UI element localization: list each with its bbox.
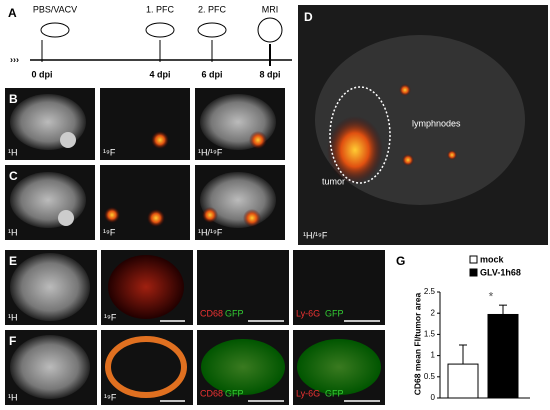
panel-d: D tumor lymphnodes ¹H/¹⁹F [298, 5, 548, 245]
day: 4 dpi [149, 69, 170, 79]
stain: CD68 [200, 308, 223, 318]
legend-label: GLV-1h68 [480, 267, 521, 277]
stain: GFP [225, 308, 244, 318]
panel-letter: D [304, 10, 313, 24]
y-tick-label: 2 [431, 308, 436, 317]
event: PBS/VACV [33, 4, 77, 14]
image-label: ¹⁹F [103, 227, 116, 237]
stain: Ly-6G [296, 308, 320, 318]
annotation: * [489, 289, 494, 303]
icons [40, 17, 283, 66]
stain: GFP [325, 308, 344, 318]
panel-letter: F [9, 334, 16, 348]
arrows: ››› [10, 54, 19, 64]
image-label: ¹H/¹⁹F [198, 227, 223, 237]
panel-b: B ¹H ¹⁹F ¹H/¹⁹F [5, 88, 285, 160]
image-label: ¹H [8, 392, 18, 402]
panel-a: A ››› PBS/VACV 1. PFC 2. PFC MRI 0 dpi 4… [8, 4, 292, 79]
panel-letter: B [9, 92, 18, 106]
panel-letter: G [396, 254, 405, 268]
stain: CD68 [200, 388, 223, 398]
image-label: ¹⁹F [104, 312, 117, 322]
panel-letter: E [9, 254, 17, 268]
panel-e: E ¹H ¹⁹F CD68 GFP Ly-6G GFP [5, 250, 385, 325]
bar [447, 363, 479, 399]
label: tumor [322, 176, 345, 186]
panel-letter: C [9, 169, 18, 183]
bar [487, 313, 519, 399]
panel-letter: A [8, 6, 17, 20]
day: 8 dpi [259, 69, 280, 79]
image-label: ¹⁹F [103, 147, 116, 157]
stain: GFP [225, 388, 244, 398]
panel-f: F ¹H ¹⁹F CD68 GFP Ly-6G GFP [5, 330, 385, 405]
y-tick-label: 1 [431, 351, 436, 360]
stain: Ly-6G [296, 388, 320, 398]
image-label: ¹H/¹⁹F [198, 147, 223, 157]
y-tick-label: 2.5 [424, 287, 436, 296]
event: MRI [262, 4, 279, 14]
y-tick-label: 0 [431, 393, 436, 402]
image-label: ¹H [8, 227, 18, 237]
image-label: ¹⁹F [104, 392, 117, 402]
legend-swatch [469, 268, 478, 277]
stain: GFP [325, 388, 344, 398]
y-tick-label: 0.5 [424, 372, 436, 381]
y-axis-label: CD68 mean FI/tumor area [412, 292, 422, 395]
image-label: ¹H [8, 312, 18, 322]
day: 6 dpi [201, 69, 222, 79]
label: lymphnodes [412, 118, 461, 128]
day: 0 dpi [31, 69, 52, 79]
image-label: ¹H/¹⁹F [303, 230, 328, 240]
legend-label: mock [480, 254, 505, 264]
event: 2. PFC [198, 4, 227, 14]
y-tick-label: 1.5 [424, 330, 436, 339]
panel-c: C ¹H ¹⁹F ¹H/¹⁹F [5, 165, 285, 240]
image-label: ¹H [8, 147, 18, 157]
event: 1. PFC [146, 4, 175, 14]
legend-swatch [469, 255, 478, 264]
